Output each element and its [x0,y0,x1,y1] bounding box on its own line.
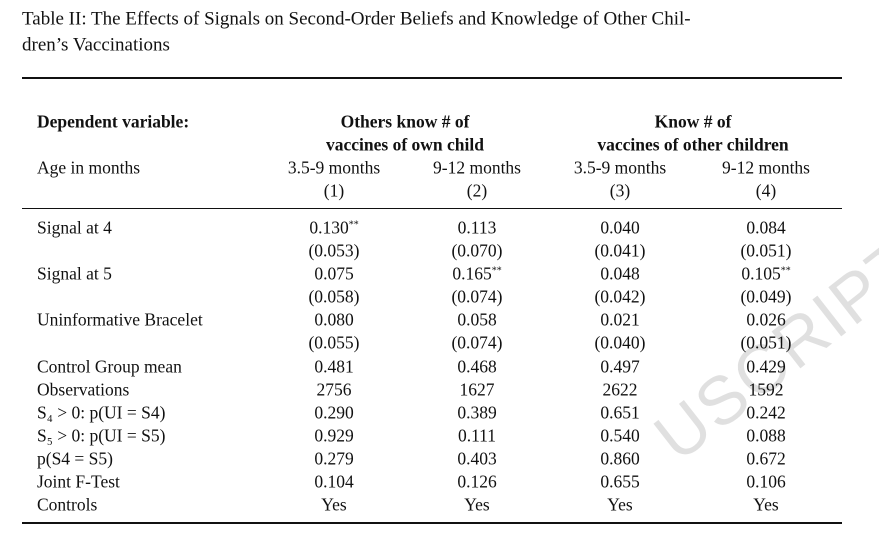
std-error: (0.049) [740,286,792,307]
row-label: Signal at 4 [37,217,112,238]
estimate-value: 0.040 [600,217,640,238]
top-rule [22,77,842,79]
group-header: vaccines of other children [597,134,789,155]
row-label: p(S4 = S5) [37,448,113,469]
column-age: 3.5-9 months [287,157,381,178]
stat-cell: 0.481 [314,356,354,377]
title-line: Table II: The Effects of Signals on Seco… [22,8,691,30]
row-label: Uninformative Bracelet [37,309,203,330]
column-number: (3) [609,180,631,201]
stat-cell: 0.126 [457,471,497,492]
group-header: Know # of [654,111,732,132]
dependent-label: Dependent variable: [37,111,190,132]
stat-cell: 0.403 [457,448,497,469]
estimate: 0.165** [452,265,501,283]
estimate-value: 0.113 [457,217,497,238]
stat-cell: 2756 [316,379,352,400]
estimate: 0.048 [600,265,639,283]
estimate-value: 0.105 [741,263,781,284]
column-number: (2) [466,180,488,201]
stat-cell: 0.540 [600,425,640,446]
estimate: 0.105** [741,265,790,283]
std-error: (0.051) [740,240,792,261]
stat-cell: 0.290 [314,402,354,423]
mid-rule [22,208,842,210]
column-number: (4) [755,180,777,201]
estimate: 0.130** [309,219,358,237]
std-error: (0.040) [594,332,646,353]
row-label: S₄ > 0: p(UI = S4) [37,402,166,423]
std-error: (0.042) [594,286,646,307]
estimate-value: 0.080 [314,309,354,330]
stat-cell: Yes [321,494,347,515]
stat-cell: 2622 [602,379,638,400]
stat-cell: 1627 [459,379,495,400]
estimate-value: 0.084 [746,217,786,238]
stat-cell: 0.106 [746,471,786,492]
std-error: (0.070) [451,240,503,261]
significance-stars: ** [348,219,359,231]
stat-cell: 0.104 [314,471,354,492]
estimate-value: 0.048 [600,263,640,284]
estimate: 0.040 [600,219,639,237]
estimate-value: 0.021 [600,309,640,330]
stat-cell: 0.672 [746,448,786,469]
row-label: Joint F-Test [37,471,120,492]
estimate: 0.026 [746,311,785,329]
column-number: (1) [323,180,345,201]
stat-cell: 0.429 [746,356,786,377]
estimate: 0.080 [314,311,353,329]
estimate: 0.058 [457,311,496,329]
estimate: 0.084 [746,219,785,237]
stat-cell: 0.860 [600,448,640,469]
significance-stars: ** [780,265,791,277]
estimate: 0.021 [600,311,639,329]
stat-cell: 0.655 [600,471,640,492]
std-error: (0.053) [308,240,360,261]
stat-cell: 0.497 [600,356,640,377]
stat-cell: 0.111 [457,425,497,446]
estimate-value: 0.058 [457,309,497,330]
stat-cell: 1592 [748,379,784,400]
stat-cell: 0.389 [457,402,497,423]
stat-cell: 0.088 [746,425,786,446]
std-error: (0.058) [308,286,360,307]
stat-cell: Yes [464,494,490,515]
stat-cell: 0.468 [457,356,497,377]
column-age: 9-12 months [722,157,810,178]
stat-cell: 0.651 [600,402,640,423]
estimate-value: 0.075 [314,263,354,284]
row-label: Control Group mean [37,356,182,377]
stat-cell: 0.279 [314,448,354,469]
std-error: (0.074) [451,332,503,353]
significance-stars: ** [491,265,502,277]
std-error: (0.051) [740,332,792,353]
title-line: dren’s Vaccinations [22,34,170,56]
estimate-value: 0.165 [452,263,492,284]
std-error: (0.041) [594,240,646,261]
column-age: 3.5-9 months [573,157,667,178]
group-header: Others know # of [340,111,470,132]
row-label: Observations [37,379,130,400]
bottom-rule [22,522,842,524]
estimate-value: 0.130 [309,217,349,238]
estimate: 0.075 [314,265,353,283]
age-label: Age in months [37,157,141,178]
estimate-value: 0.026 [746,309,786,330]
row-label: Controls [37,494,98,515]
stat-cell: 0.242 [746,402,786,423]
row-label: S₅ > 0: p(UI = S5) [37,425,166,446]
group-header: vaccines of own child [326,134,484,155]
column-age: 9-12 months [433,157,521,178]
std-error: (0.055) [308,332,360,353]
stat-cell: Yes [753,494,779,515]
stat-cell: 0.929 [314,425,354,446]
row-label: Signal at 5 [37,263,112,284]
stat-cell: Yes [607,494,633,515]
std-error: (0.074) [451,286,503,307]
estimate: 0.113 [458,219,497,237]
